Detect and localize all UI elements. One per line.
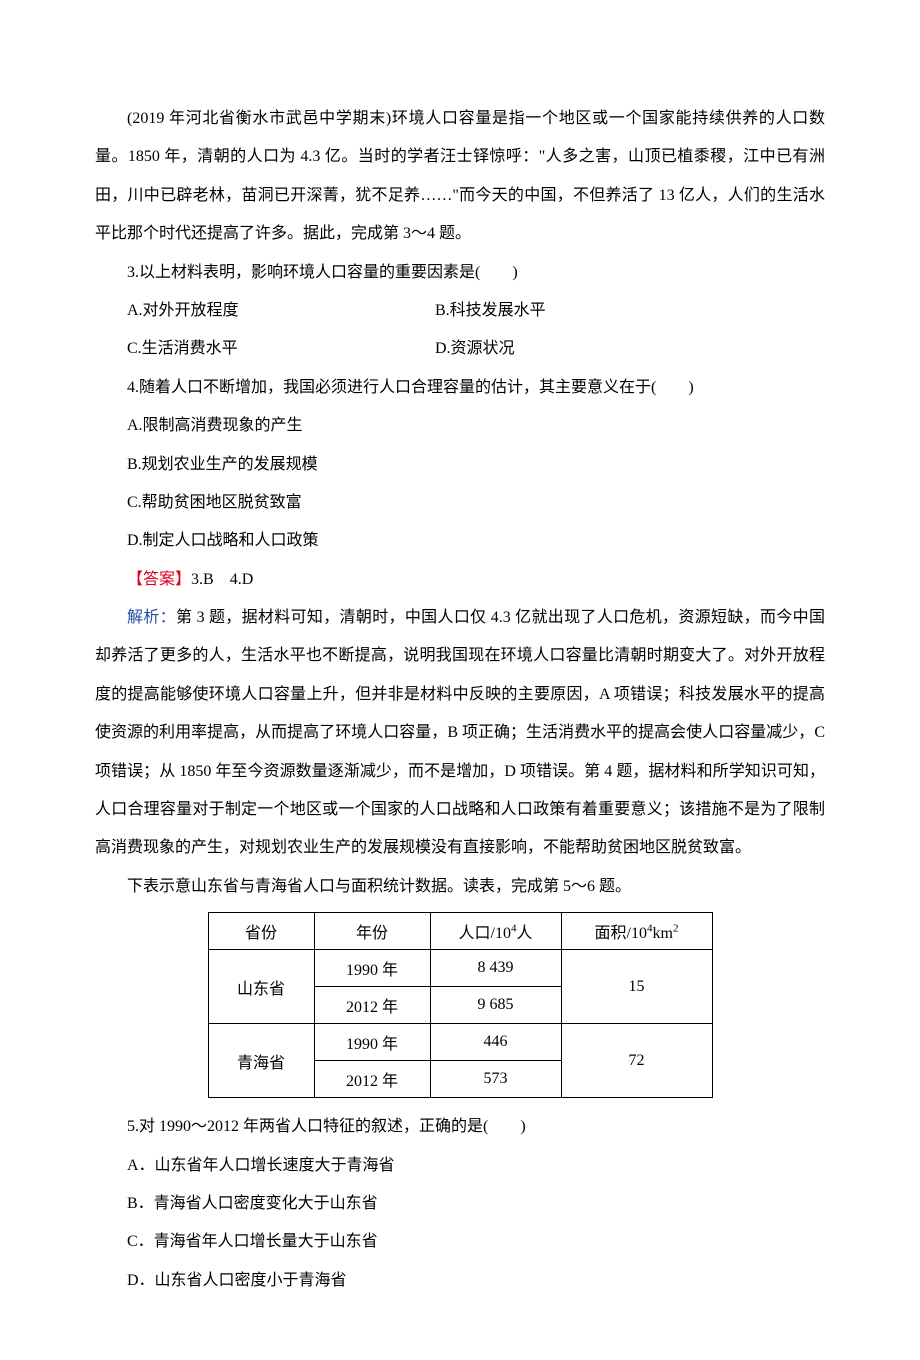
th-province: 省份 — [208, 913, 314, 950]
cell-pop: 9 685 — [430, 987, 561, 1024]
table-row: 青海省 1990 年 446 72 — [208, 1024, 712, 1061]
cell-province-shandong: 山东省 — [208, 950, 314, 1024]
cell-year: 2012 年 — [314, 987, 430, 1024]
cell-area-qinghai: 72 — [561, 1024, 712, 1098]
cell-pop: 573 — [430, 1061, 561, 1098]
document-page: (2019 年河北省衡水市武邑中学期末)环境人口容量是指一个地区或一个国家能持续… — [0, 0, 920, 1360]
answer-text: 3.B 4.D — [191, 571, 253, 588]
cell-area-shandong: 15 — [561, 950, 712, 1024]
q4-option-b: B.规划农业生产的发展规模 — [95, 446, 825, 484]
cell-pop: 446 — [430, 1024, 561, 1061]
intro-paragraph: (2019 年河北省衡水市武邑中学期末)环境人口容量是指一个地区或一个国家能持续… — [95, 100, 825, 254]
population-area-table: 省份 年份 人口/104人 面积/104km2 山东省 1990 年 8 439… — [208, 912, 713, 1098]
q3-stem: 3.以上材料表明，影响环境人口容量的重要因素是( ) — [95, 254, 825, 292]
q4-option-c: C.帮助贫困地区脱贫致富 — [95, 484, 825, 522]
cell-pop: 8 439 — [430, 950, 561, 987]
q3-option-c: C.生活消费水平 — [95, 330, 435, 368]
q5-option-d: D．山东省人口密度小于青海省 — [95, 1262, 825, 1300]
th-area-sup2: 2 — [673, 923, 679, 935]
table-header-row: 省份 年份 人口/104人 面积/104km2 — [208, 913, 712, 950]
table-row: 山东省 1990 年 8 439 15 — [208, 950, 712, 987]
th-pop-label: 人口/10 — [459, 925, 511, 942]
cell-year: 1990 年 — [314, 1024, 430, 1061]
th-area-label: 面积/10 — [595, 925, 647, 942]
answer-34: 【答案】3.B 4.D — [95, 561, 825, 599]
q3-option-b: B.科技发展水平 — [435, 292, 825, 330]
q3-option-a: A.对外开放程度 — [95, 292, 435, 330]
analysis-text: 第 3 题，据材料可知，清朝时，中国人口仅 4.3 亿就出现了人口危机，资源短缺… — [95, 609, 825, 856]
th-pop-unit: 人 — [516, 925, 532, 942]
q3-options-row2: C.生活消费水平 D.资源状况 — [95, 330, 825, 368]
q4-option-d: D.制定人口战略和人口政策 — [95, 522, 825, 560]
analysis-34: 解析：第 3 题，据材料可知，清朝时，中国人口仅 4.3 亿就出现了人口危机，资… — [95, 599, 825, 868]
cell-year: 2012 年 — [314, 1061, 430, 1098]
answer-label: 【答案】 — [127, 571, 191, 588]
analysis-label: 解析： — [127, 609, 176, 626]
data-table-wrap: 省份 年份 人口/104人 面积/104km2 山东省 1990 年 8 439… — [95, 912, 825, 1098]
cell-year: 1990 年 — [314, 950, 430, 987]
q5-option-c: C．青海省年人口增长量大于山东省 — [95, 1223, 825, 1261]
th-year: 年份 — [314, 913, 430, 950]
q5-option-a: A．山东省年人口增长速度大于青海省 — [95, 1147, 825, 1185]
q5-stem: 5.对 1990～2012 年两省人口特征的叙述，正确的是( ) — [95, 1108, 825, 1146]
th-area: 面积/104km2 — [561, 913, 712, 950]
th-population: 人口/104人 — [430, 913, 561, 950]
table-intro: 下表示意山东省与青海省人口与面积统计数据。读表，完成第 5～6 题。 — [95, 868, 825, 906]
q4-option-a: A.限制高消费现象的产生 — [95, 407, 825, 445]
q4-stem: 4.随着人口不断增加，我国必须进行人口合理容量的估计，其主要意义在于( ) — [95, 369, 825, 407]
cell-province-qinghai: 青海省 — [208, 1024, 314, 1098]
q5-option-b: B．青海省人口密度变化大于山东省 — [95, 1185, 825, 1223]
q3-options-row1: A.对外开放程度 B.科技发展水平 — [95, 292, 825, 330]
q3-option-d: D.资源状况 — [435, 330, 825, 368]
th-area-unit: km — [653, 925, 673, 942]
